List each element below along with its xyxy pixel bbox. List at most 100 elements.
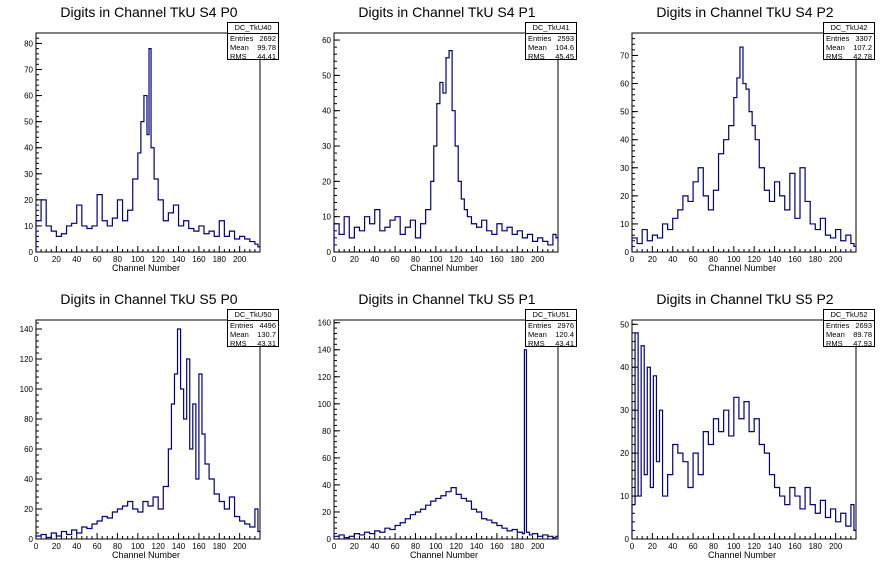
stats-row: Entries 4496 xyxy=(228,321,278,330)
stats-box: DC_TkU42 Entries 3307 Mean 107.2 RMS 42.78 xyxy=(823,22,875,61)
x-tick-label: 40 xyxy=(668,255,677,264)
stats-row: Entries 2693 xyxy=(824,321,874,330)
stats-value: 104.6 xyxy=(555,43,574,52)
histogram-plot: 0 20 40 60 80 100 120 140 160 180 200 0 20 40 60 80 100 1… xyxy=(318,319,559,551)
stats-row: Mean 99.78 xyxy=(228,43,278,52)
x-tick-label: 200 xyxy=(829,255,843,264)
x-tick-label: 80 xyxy=(411,255,420,264)
stats-row: Mean 89.78 xyxy=(824,330,874,339)
y-tick-label: 0 xyxy=(327,248,332,257)
x-tick-label: 200 xyxy=(233,542,247,551)
x-tick-label: 140 xyxy=(172,542,186,551)
x-tick-label: 180 xyxy=(511,255,525,264)
y-tick-label: 40 xyxy=(24,475,33,484)
stats-row: Mean 120.4 xyxy=(526,330,576,339)
stats-box: DC_TkU51 Entries 2976 Mean 120.4 RMS 43.41 xyxy=(525,309,577,348)
y-tick-label: 50 xyxy=(24,118,33,127)
stats-name: DC_TkU52 xyxy=(824,310,874,321)
x-tick-label: 60 xyxy=(689,255,698,264)
stats-value: 89.78 xyxy=(853,330,872,339)
x-tick-label: 40 xyxy=(370,542,379,551)
y-tick-label: 50 xyxy=(620,320,629,329)
histogram-series xyxy=(333,50,558,252)
stats-value: 120.4 xyxy=(555,330,574,339)
y-tick-label: 20 xyxy=(322,508,331,517)
x-tick-label: 200 xyxy=(531,542,545,551)
y-tick-label: 60 xyxy=(24,445,33,454)
x-tick-label: 180 xyxy=(213,542,227,551)
stats-label: RMS xyxy=(230,52,247,61)
x-tick-label: 140 xyxy=(768,542,782,551)
y-tick-label: 80 xyxy=(24,415,33,424)
y-tick-label: 20 xyxy=(322,177,331,186)
chart-title: Digits in Channel TkU S4 P2 xyxy=(656,4,834,20)
stats-row: Entries 2692 xyxy=(228,34,278,43)
x-tick-label: 60 xyxy=(391,542,400,551)
x-tick-label: 200 xyxy=(829,542,843,551)
x-tick-label: 40 xyxy=(668,542,677,551)
x-tick-label: 60 xyxy=(93,255,102,264)
x-tick-label: 160 xyxy=(490,255,504,264)
x-tick-label: 40 xyxy=(72,542,81,551)
stats-value: 107.2 xyxy=(853,43,872,52)
histogram-pad: Digits in Channel TkU S5 P0 0 20 40 60 80 100 1… xyxy=(0,287,298,574)
x-tick-label: 200 xyxy=(233,255,247,264)
x-tick-label: 200 xyxy=(531,255,545,264)
y-tick-label: 10 xyxy=(322,213,331,222)
stats-label: Mean xyxy=(230,330,249,339)
stats-name: DC_TkU41 xyxy=(526,23,576,34)
stats-row: RMS 43.31 xyxy=(228,339,278,348)
y-tick-label: 60 xyxy=(24,92,33,101)
stats-value: 99.78 xyxy=(257,43,276,52)
histogram-series xyxy=(35,328,260,539)
stats-name: DC_TkU40 xyxy=(228,23,278,34)
x-tick-label: 80 xyxy=(113,255,122,264)
x-tick-label: 100 xyxy=(429,542,443,551)
x-tick-label: 120 xyxy=(748,542,762,551)
stats-value: 4496 xyxy=(259,321,276,330)
y-tick-label: 50 xyxy=(322,71,331,80)
y-tick-label: 60 xyxy=(620,80,629,89)
stats-box: DC_TkU40 Entries 2692 Mean 99.78 RMS 44.41 xyxy=(227,22,279,61)
stats-label: Entries xyxy=(826,34,850,43)
x-tick-label: 100 xyxy=(727,542,741,551)
x-tick-label: 120 xyxy=(152,255,166,264)
x-tick-label: 60 xyxy=(391,255,400,264)
y-tick-label: 20 xyxy=(24,196,33,205)
x-tick-label: 120 xyxy=(450,255,464,264)
y-tick-label: 40 xyxy=(322,107,331,116)
stats-label: Mean xyxy=(230,43,249,52)
x-tick-label: 0 xyxy=(630,542,635,551)
stats-label: Mean xyxy=(826,330,845,339)
stats-row: RMS 45.45 xyxy=(526,52,576,61)
y-tick-label: 60 xyxy=(322,36,331,45)
stats-box: DC_TkU50 Entries 4496 Mean 130.7 RMS 43.31 xyxy=(227,309,279,348)
chart-title: Digits in Channel TkU S4 P0 xyxy=(60,4,238,20)
y-tick-label: 60 xyxy=(322,454,331,463)
stats-value: 43.41 xyxy=(555,339,574,348)
x-axis-label: Channel Number xyxy=(112,263,181,273)
y-tick-label: 80 xyxy=(24,39,33,48)
x-tick-label: 20 xyxy=(350,255,359,264)
y-tick-label: 40 xyxy=(620,363,629,372)
stats-row: RMS 47.93 xyxy=(824,339,874,348)
stats-label: Mean xyxy=(528,43,547,52)
stats-label: RMS xyxy=(826,339,843,348)
x-tick-label: 0 xyxy=(34,255,39,264)
y-tick-label: 120 xyxy=(20,355,34,364)
x-tick-label: 40 xyxy=(72,255,81,264)
x-tick-label: 0 xyxy=(34,542,39,551)
x-tick-label: 20 xyxy=(648,255,657,264)
x-axis-label: Channel Number xyxy=(708,263,777,273)
x-tick-label: 80 xyxy=(709,542,718,551)
y-tick-label: 100 xyxy=(20,385,34,394)
stats-label: Entries xyxy=(230,34,254,43)
histogram-plot: 0 20 40 60 80 100 120 140 160 180 200 0 10 20 30 40 50 60… xyxy=(620,32,857,264)
x-tick-label: 80 xyxy=(411,542,420,551)
x-tick-label: 180 xyxy=(213,255,227,264)
stats-label: Entries xyxy=(826,321,850,330)
x-tick-label: 100 xyxy=(131,255,145,264)
x-tick-label: 180 xyxy=(511,542,525,551)
y-tick-label: 30 xyxy=(620,406,629,415)
